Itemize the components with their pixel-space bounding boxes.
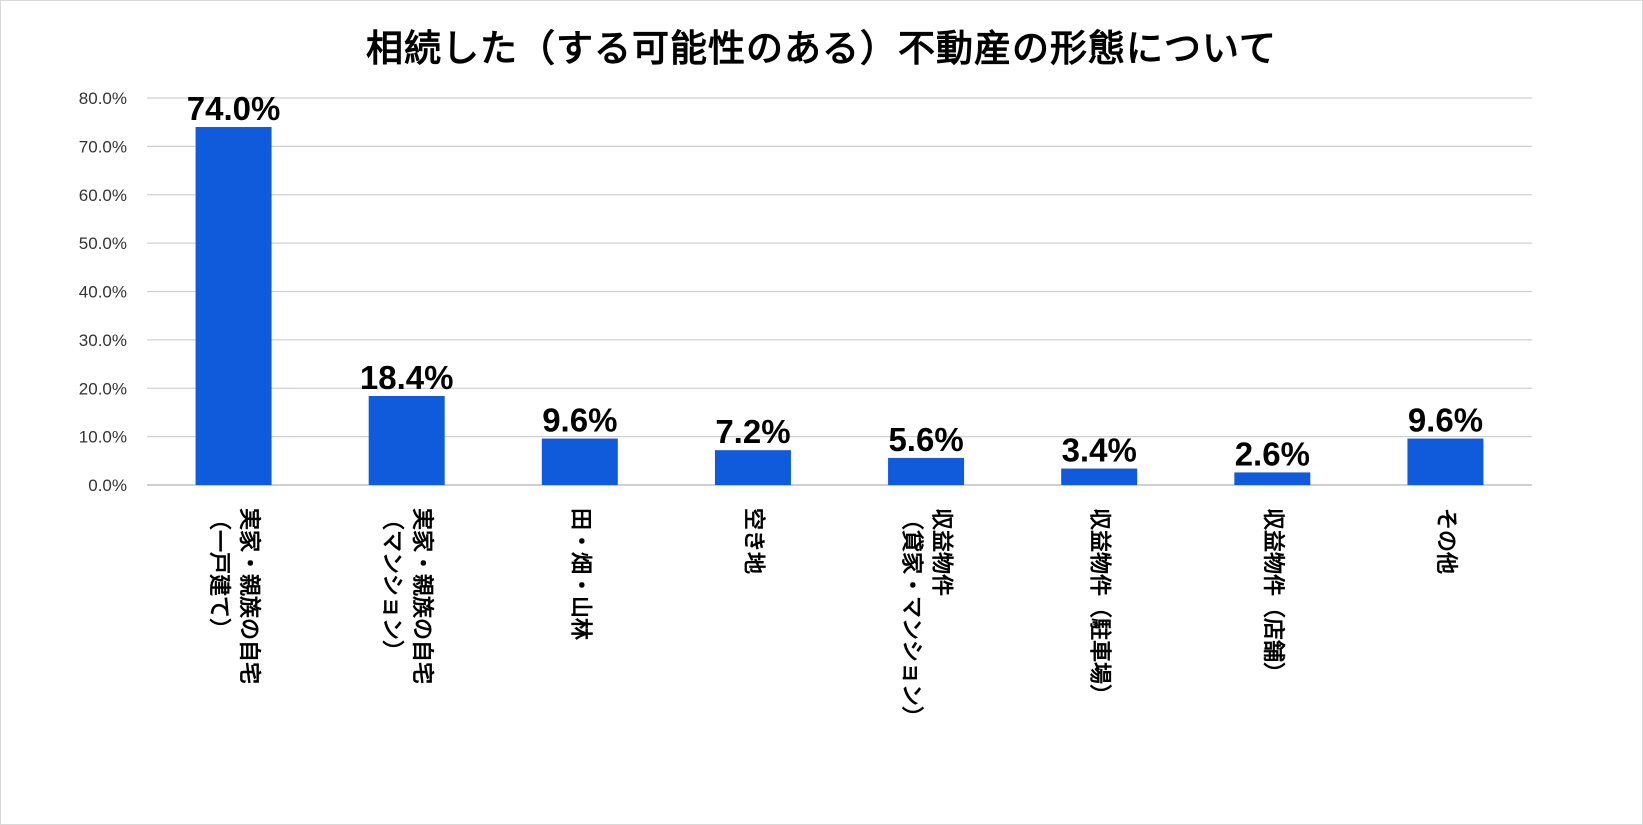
data-label: 74.0% (187, 90, 281, 127)
bar (714, 450, 791, 485)
data-label: 5.6% (888, 421, 963, 458)
y-tick-label: 80.0% (79, 89, 127, 108)
category-label: 空き地 (740, 508, 766, 574)
bar (1061, 468, 1138, 485)
data-label: 7.2% (715, 413, 790, 450)
y-tick-label: 0.0% (88, 476, 127, 495)
data-label: 9.6% (1408, 402, 1483, 439)
y-tick-label: 60.0% (79, 186, 127, 205)
y-tick-label: 40.0% (79, 283, 127, 302)
category-label: 田・畑・山林 (567, 508, 592, 640)
category-label: 実家・親族の自宅 (409, 508, 435, 684)
bar (1234, 472, 1311, 485)
category-label: その他 (1433, 508, 1458, 574)
bar (888, 457, 965, 485)
bar (368, 395, 445, 485)
bar (541, 438, 618, 485)
category-label: 収益物件 (929, 508, 955, 596)
y-tick-label: 50.0% (79, 234, 127, 253)
data-label: 9.6% (542, 402, 617, 439)
y-tick-label: 10.0% (79, 428, 127, 447)
category-label: （一戸建て） (206, 508, 231, 640)
data-label: 18.4% (360, 359, 454, 396)
data-label: 3.4% (1062, 432, 1137, 469)
category-label: 収益物件（店舗） (1260, 508, 1286, 684)
y-tick-label: 30.0% (79, 331, 127, 350)
bar (195, 127, 272, 486)
category-label: （マンション） (379, 508, 404, 662)
y-tick-label: 20.0% (79, 379, 127, 398)
data-label: 2.6% (1235, 435, 1310, 472)
bar (1407, 438, 1484, 485)
category-label: 実家・親族の自宅 (236, 508, 262, 684)
y-tick-label: 70.0% (79, 137, 127, 156)
category-label: （貸家・マンション） (899, 508, 925, 728)
chart-title: 相続した（する可能性のある）不動産の形態について (366, 27, 1277, 70)
category-label: 収益物件（駐車場） (1087, 508, 1113, 706)
